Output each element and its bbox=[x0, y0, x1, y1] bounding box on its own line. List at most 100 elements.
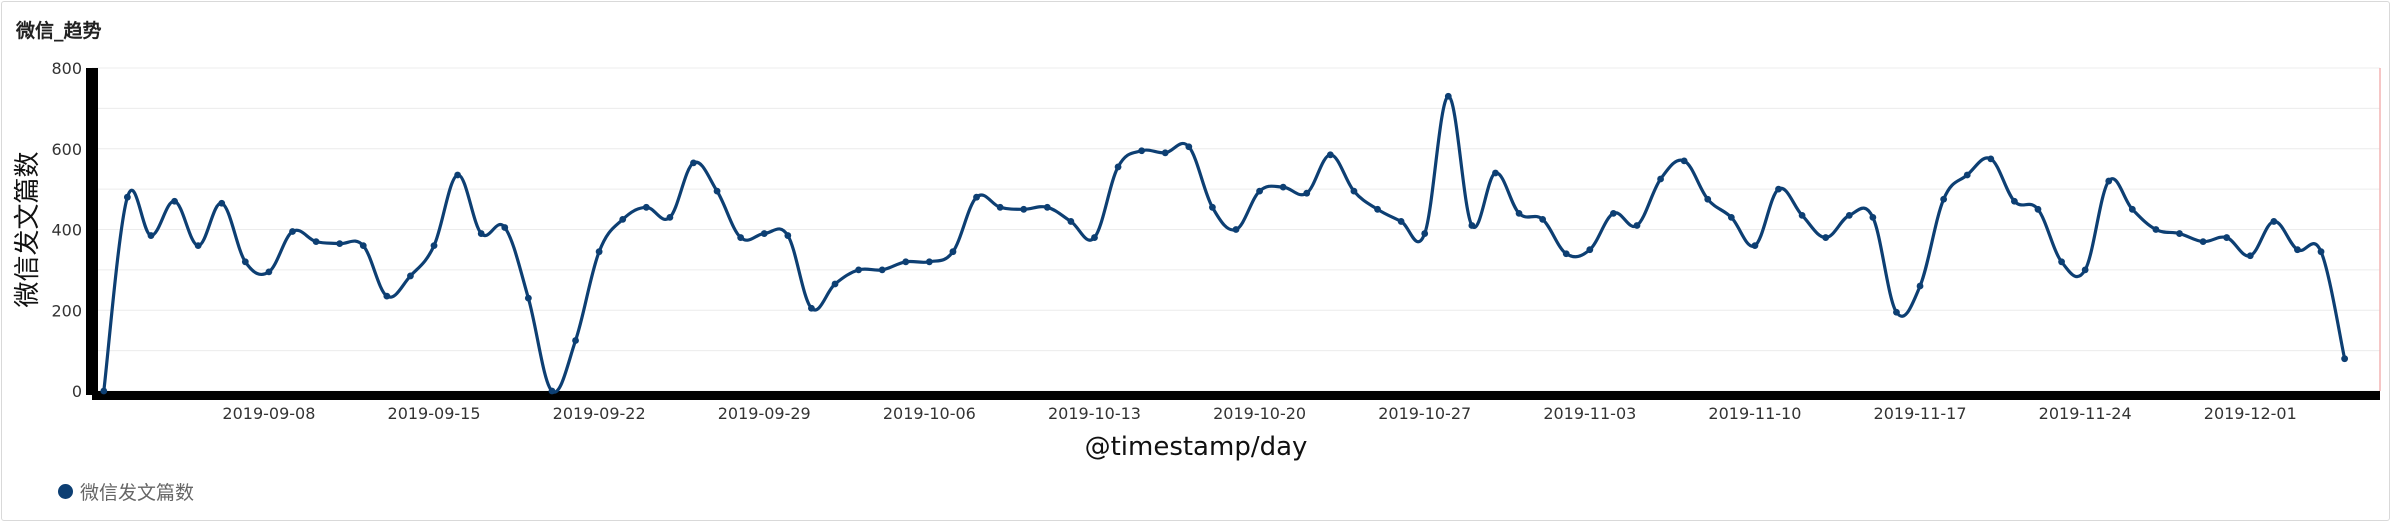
legend-item[interactable]: 微信发文篇数 bbox=[58, 478, 194, 505]
data-point bbox=[1798, 211, 1806, 219]
data-point bbox=[1893, 308, 1900, 316]
data-point bbox=[1845, 211, 1853, 219]
data-point bbox=[690, 159, 697, 167]
data-point bbox=[1704, 195, 1712, 203]
data-point bbox=[1562, 250, 1570, 258]
data-point bbox=[831, 280, 839, 288]
data-point bbox=[713, 187, 721, 195]
legend-swatch bbox=[58, 484, 73, 499]
data-point bbox=[2270, 218, 2278, 225]
x-tick-label: 2019-11-03 bbox=[1543, 404, 1636, 423]
data-point bbox=[1444, 92, 1452, 100]
data-point bbox=[218, 199, 226, 207]
data-point bbox=[100, 387, 108, 395]
x-axis-line bbox=[92, 391, 2380, 400]
data-point bbox=[2081, 266, 2089, 274]
data-point bbox=[1515, 209, 1523, 217]
data-point bbox=[1657, 175, 1664, 183]
data-point bbox=[1751, 242, 1759, 250]
data-point bbox=[1256, 187, 1263, 195]
data-point bbox=[1468, 222, 1476, 229]
data-point bbox=[1987, 155, 1995, 163]
data-point bbox=[855, 266, 862, 274]
x-tick-label: 2019-09-22 bbox=[553, 404, 646, 423]
data-point bbox=[595, 248, 603, 256]
data-point bbox=[973, 193, 980, 201]
data-point bbox=[454, 171, 462, 179]
legend-label: 微信发文篇数 bbox=[80, 482, 195, 504]
data-point bbox=[359, 242, 367, 250]
data-point bbox=[642, 203, 650, 211]
data-point bbox=[524, 294, 532, 302]
data-point bbox=[241, 258, 249, 266]
data-point bbox=[383, 292, 391, 300]
data-point bbox=[949, 248, 957, 256]
y-tick-label: 600 bbox=[51, 140, 82, 159]
data-point bbox=[2341, 355, 2349, 363]
x-tick-label: 2019-10-13 bbox=[1048, 404, 1141, 423]
x-tick-label: 2019-09-15 bbox=[388, 404, 481, 423]
data-point bbox=[171, 197, 178, 205]
data-point bbox=[1492, 169, 1499, 177]
data-point bbox=[2058, 258, 2065, 266]
data-point bbox=[123, 193, 131, 201]
data-point bbox=[666, 213, 674, 221]
data-point bbox=[2152, 226, 2160, 233]
data-point bbox=[1869, 213, 1877, 221]
data-point bbox=[1727, 213, 1735, 221]
x-tick-label: 2019-11-24 bbox=[2039, 404, 2132, 423]
y-tick-label: 400 bbox=[51, 221, 82, 240]
data-point bbox=[2246, 252, 2254, 260]
data-point bbox=[1916, 282, 1924, 290]
data-point bbox=[2199, 238, 2207, 246]
data-point bbox=[1374, 205, 1381, 213]
data-point bbox=[878, 266, 886, 274]
data-point bbox=[1232, 226, 1240, 233]
data-point bbox=[996, 203, 1004, 211]
data-point bbox=[2294, 246, 2301, 254]
data-point bbox=[1940, 195, 1948, 203]
x-tick-label: 2019-10-20 bbox=[1213, 404, 1306, 423]
data-point bbox=[430, 242, 438, 250]
data-point bbox=[1043, 203, 1051, 211]
data-point bbox=[194, 242, 202, 250]
data-point bbox=[1185, 143, 1193, 151]
data-point bbox=[2128, 205, 2136, 213]
data-point bbox=[1350, 187, 1358, 195]
y-tick-label: 200 bbox=[51, 301, 82, 320]
data-point bbox=[808, 304, 815, 312]
data-point bbox=[1822, 234, 1830, 241]
y-tick-label: 0 bbox=[72, 382, 82, 401]
data-point bbox=[2010, 197, 2018, 205]
data-point bbox=[1421, 230, 1429, 237]
data-point bbox=[2223, 234, 2231, 241]
x-tick-label: 2019-10-06 bbox=[883, 404, 976, 423]
data-point bbox=[925, 258, 933, 266]
data-point bbox=[312, 238, 320, 246]
data-point bbox=[1209, 203, 1216, 211]
data-point bbox=[1326, 151, 1334, 159]
data-point bbox=[572, 337, 579, 344]
x-tick-label: 2019-09-08 bbox=[222, 404, 315, 423]
data-point bbox=[1161, 149, 1169, 157]
data-point bbox=[784, 232, 792, 239]
data-point bbox=[1586, 246, 1594, 254]
data-point bbox=[501, 224, 509, 231]
data-point bbox=[2176, 230, 2183, 237]
data-point bbox=[1610, 209, 1617, 217]
data-point bbox=[289, 228, 296, 235]
panel-title: 微信_趋势 bbox=[16, 20, 102, 42]
data-point bbox=[1397, 218, 1405, 225]
series-line bbox=[102, 94, 2347, 394]
data-point bbox=[1279, 183, 1287, 191]
data-point bbox=[336, 240, 344, 248]
data-point bbox=[902, 258, 910, 266]
x-tick-label: 2019-10-27 bbox=[1378, 404, 1471, 423]
data-point bbox=[2105, 177, 2113, 185]
data-point bbox=[1091, 234, 1098, 241]
data-point bbox=[1067, 218, 1075, 225]
y-axis-title: 微信发文篇数 bbox=[13, 151, 43, 307]
y-tick-label: 800 bbox=[51, 59, 82, 78]
